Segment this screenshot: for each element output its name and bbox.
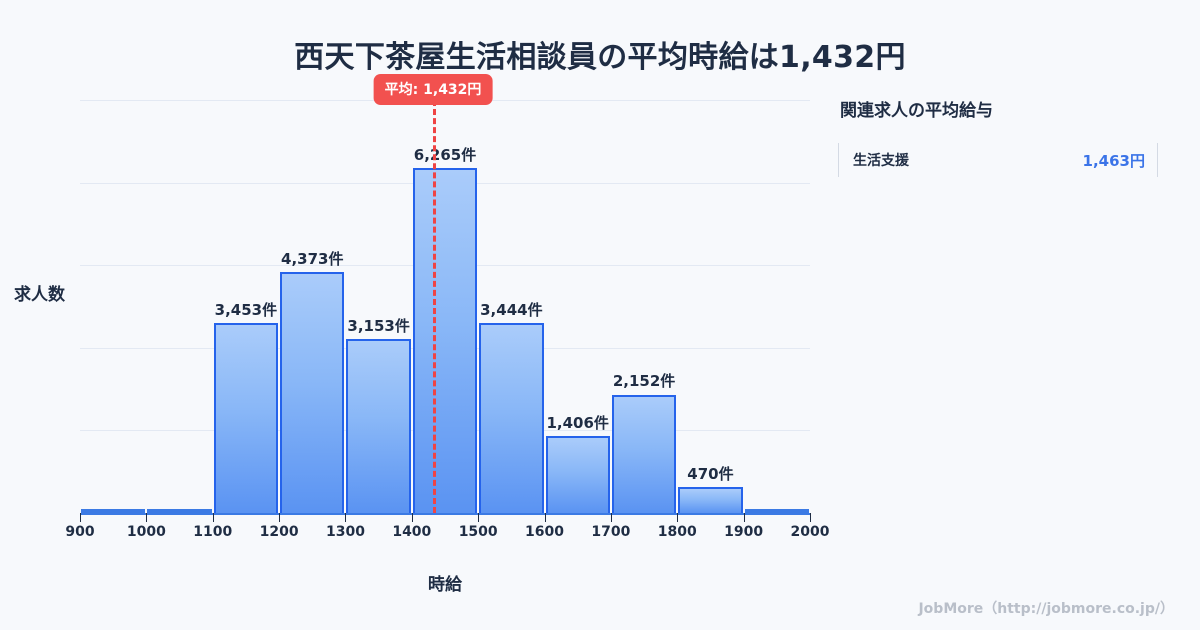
histogram-bar [744, 509, 809, 513]
related-job-row[interactable]: 生活支援 1,463円 [838, 143, 1158, 177]
footer-watermark: JobMore（http://jobmore.co.jp/） [918, 601, 1174, 617]
x-axis-tick-label: 1700 [591, 524, 631, 540]
x-axis-title: 時給 [428, 575, 462, 595]
histogram-chart: 求人数 時給 3,453件 4,373件 3,153件 6,265件 3,444件 1,4… [14, 74, 829, 595]
mean-line [433, 100, 437, 513]
x-axis-tick [743, 513, 745, 522]
histogram-bar [213, 322, 279, 513]
x-axis-tick [610, 513, 612, 522]
bar-value-label: 3,153件 [347, 317, 410, 336]
x-axis-tick-label: 1200 [259, 524, 299, 540]
x-axis-tick-label: 1900 [724, 524, 764, 540]
histogram-bar [479, 323, 544, 513]
x-axis-tick [411, 513, 413, 522]
histogram-bar [81, 509, 146, 513]
x-axis-tick [810, 513, 811, 522]
related-jobs-list: 生活支援 1,463円 [838, 143, 1178, 177]
x-axis-tick [279, 513, 281, 522]
x-axis-tick-label: 1400 [392, 524, 432, 540]
x-axis-baseline [80, 513, 810, 515]
bar-value-label: 4,373件 [281, 250, 344, 269]
x-axis-tick-label: 1500 [458, 524, 498, 540]
histogram-bar [412, 168, 478, 513]
bar-value-label: 2,152件 [612, 372, 676, 391]
plot-area: 3,453件 4,373件 3,153件 6,265件 3,444件 1,406件 2,15… [65, 74, 829, 540]
bar-value-label: 1,406件 [546, 413, 609, 432]
x-axis-tick [212, 513, 214, 522]
histogram-bar [678, 487, 743, 513]
histogram-bar [611, 394, 677, 513]
x-axis-tick-label: 2000 [790, 524, 830, 540]
histogram-bar [346, 339, 411, 513]
bar-value-label: 6,265件 [413, 146, 477, 164]
x-axis-tick [345, 513, 347, 522]
x-axis-tick [478, 513, 480, 522]
x-axis-tick-label: 900 [65, 524, 95, 540]
bar-value-label: 3,453件 [214, 300, 278, 319]
bar-value-label: 470件 [687, 465, 734, 484]
mean-value-badge: 平均: 1,432円 [373, 74, 493, 105]
x-axis-tick-label: 1300 [325, 524, 365, 540]
x-axis-tick-label: 1600 [525, 524, 565, 540]
x-axis-tick-label: 1000 [126, 524, 166, 540]
related-jobs-title: 関連求人の平均給与 [840, 101, 993, 121]
related-job-label: 生活支援 [853, 153, 909, 169]
x-axis-tick [677, 513, 679, 522]
y-axis-title: 求人数 [14, 285, 65, 305]
histogram-bar [280, 272, 345, 513]
related-jobs-panel: 関連求人の平均給与 生活支援 1,463円 [838, 96, 1178, 177]
x-axis-tick [146, 513, 148, 522]
histogram-bar [545, 435, 610, 513]
page-title: 西天下茶屋生活相談員の平均時給は1,432円 [294, 40, 906, 75]
x-axis-tick [544, 513, 546, 522]
x-axis-tick-label: 1100 [193, 524, 233, 540]
x-axis-tick-label: 1800 [657, 524, 697, 540]
related-job-value: 1,463円 [1082, 151, 1145, 170]
bar-value-label: 3,444件 [480, 301, 543, 320]
x-axis-tick [80, 513, 81, 522]
histogram-bar [147, 509, 212, 513]
